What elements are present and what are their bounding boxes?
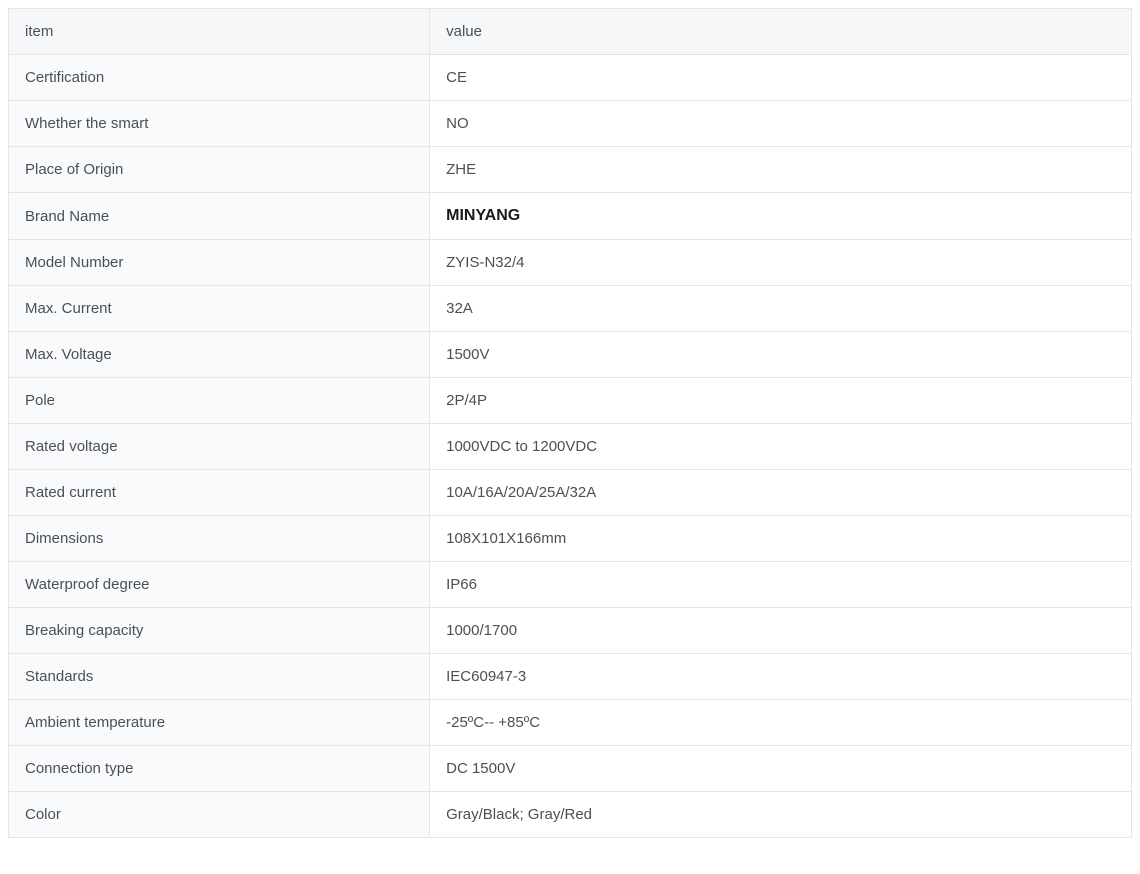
- row-value: IEC60947-3: [430, 654, 1132, 700]
- row-label: Max. Voltage: [9, 332, 430, 378]
- row-value: Gray/Black; Gray/Red: [430, 792, 1132, 838]
- row-label: Dimensions: [9, 516, 430, 562]
- row-label: Waterproof degree: [9, 562, 430, 608]
- row-label: Whether the smart: [9, 101, 430, 147]
- row-value: 32A: [430, 286, 1132, 332]
- table-row: Max. Current32A: [9, 286, 1132, 332]
- row-label: Rated voltage: [9, 424, 430, 470]
- row-label: Place of Origin: [9, 147, 430, 193]
- table-row: Place of OriginZHE: [9, 147, 1132, 193]
- row-value: MINYANG: [430, 193, 1132, 240]
- row-value: CE: [430, 55, 1132, 101]
- row-value: 1000VDC to 1200VDC: [430, 424, 1132, 470]
- table-row: Breaking capacity1000/1700: [9, 608, 1132, 654]
- row-label: Certification: [9, 55, 430, 101]
- row-value: -25ºC-- +85ºC: [430, 700, 1132, 746]
- row-value: 10A/16A/20A/25A/32A: [430, 470, 1132, 516]
- table-row: StandardsIEC60947-3: [9, 654, 1132, 700]
- table-row: Ambient temperature-25ºC-- +85ºC: [9, 700, 1132, 746]
- row-value: ZHE: [430, 147, 1132, 193]
- table-row: Rated voltage1000VDC to 1200VDC: [9, 424, 1132, 470]
- row-value: DC 1500V: [430, 746, 1132, 792]
- header-item: item: [9, 9, 430, 55]
- row-label: Standards: [9, 654, 430, 700]
- table-row: Whether the smartNO: [9, 101, 1132, 147]
- table-row: Pole2P/4P: [9, 378, 1132, 424]
- table-row: Connection typeDC 1500V: [9, 746, 1132, 792]
- table-row: ColorGray/Black; Gray/Red: [9, 792, 1132, 838]
- row-label: Color: [9, 792, 430, 838]
- row-label: Max. Current: [9, 286, 430, 332]
- table-row: CertificationCE: [9, 55, 1132, 101]
- row-label: Pole: [9, 378, 430, 424]
- row-label: Connection type: [9, 746, 430, 792]
- row-label: Ambient temperature: [9, 700, 430, 746]
- header-value: value: [430, 9, 1132, 55]
- table-row: Waterproof degreeIP66: [9, 562, 1132, 608]
- row-value: 1000/1700: [430, 608, 1132, 654]
- row-label: Breaking capacity: [9, 608, 430, 654]
- row-value: IP66: [430, 562, 1132, 608]
- table-row: Model NumberZYIS-N32/4: [9, 240, 1132, 286]
- row-value: ZYIS-N32/4: [430, 240, 1132, 286]
- row-label: Rated current: [9, 470, 430, 516]
- table-row: Rated current10A/16A/20A/25A/32A: [9, 470, 1132, 516]
- table-row: Dimensions108X101X166mm: [9, 516, 1132, 562]
- row-value: 2P/4P: [430, 378, 1132, 424]
- row-value: NO: [430, 101, 1132, 147]
- row-label: Model Number: [9, 240, 430, 286]
- bold-value-text: MINYANG: [446, 207, 520, 224]
- table-header-row: item value: [9, 9, 1132, 55]
- row-label: Brand Name: [9, 193, 430, 240]
- specification-table: item value CertificationCEWhether the sm…: [8, 8, 1132, 838]
- table-body: CertificationCEWhether the smartNOPlace …: [9, 55, 1132, 838]
- table-row: Brand Name MINYANG: [9, 193, 1132, 240]
- row-value: 108X101X166mm: [430, 516, 1132, 562]
- table-row: Max. Voltage1500V: [9, 332, 1132, 378]
- row-value: 1500V: [430, 332, 1132, 378]
